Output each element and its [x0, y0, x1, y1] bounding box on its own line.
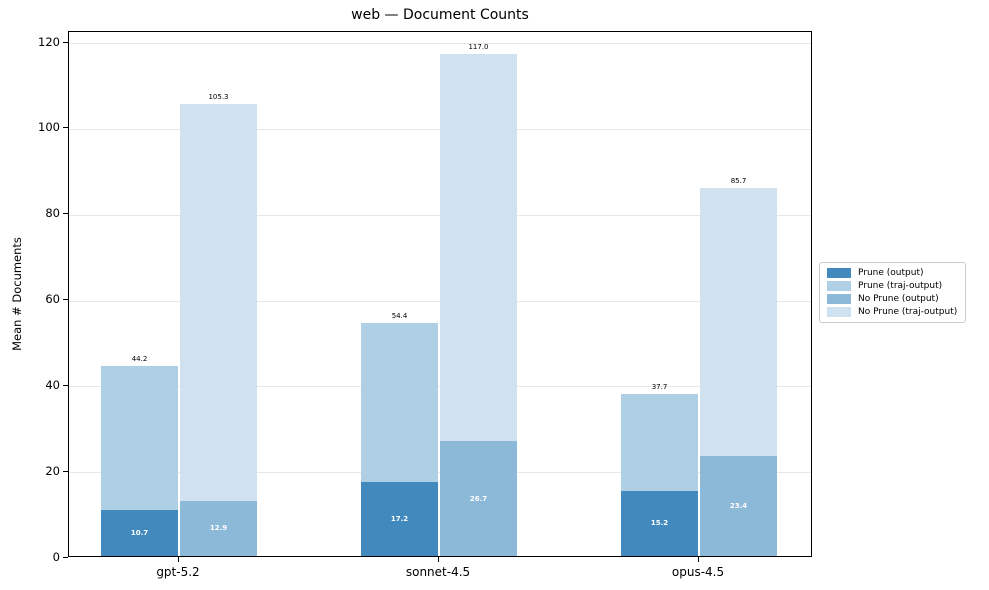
plot-area: 44.2 10.7 105.3 12.9 54.4 17.2 117.0 26.7 37.7 15…: [68, 31, 812, 557]
bar-value-label-no-prune-traj-output-gpt-5-2: 105.3: [208, 93, 229, 102]
y-tick-label: 0: [52, 549, 60, 564]
bar-prune-output-sonnet-4-5: 17.2: [361, 482, 438, 556]
legend-label: Prune (traj-output): [858, 281, 943, 291]
y-tick-mark: [63, 556, 68, 558]
bar-value-label-no-prune-traj-output-sonnet-4-5: 117.0: [468, 43, 489, 52]
legend-swatch-icon: [827, 294, 851, 304]
bar-value-label-prune-output-sonnet-4-5: 17.2: [390, 515, 409, 524]
y-tick-mark: [63, 127, 68, 129]
legend-item-prune-output: Prune (output): [827, 268, 957, 278]
bar-no-prune-traj-output-gpt-5-2: [180, 104, 257, 556]
y-tick-mark: [63, 41, 68, 43]
bar-value-label-no-prune-output-opus-4-5: 23.4: [729, 501, 748, 510]
bar-no-prune-output-sonnet-4-5: 26.7: [440, 441, 517, 556]
bar-value-label-no-prune-traj-output-opus-4-5: 85.7: [730, 177, 747, 186]
y-tick-label: 40: [45, 377, 60, 392]
y-tick-mark: [63, 470, 68, 472]
legend-label: No Prune (traj-output): [858, 307, 958, 317]
legend-item-no-prune-traj-output: No Prune (traj-output): [827, 307, 957, 317]
y-tick-label: 80: [45, 206, 60, 221]
x-tick-mark: [697, 557, 699, 562]
bar-value-label-prune-traj-output-sonnet-4-5: 54.4: [391, 311, 408, 320]
legend-item-no-prune-output: No Prune (output): [827, 294, 957, 304]
x-tick-mark: [177, 557, 179, 562]
chart-title: web — Document Counts: [351, 7, 529, 23]
bar-value-label-prune-output-opus-4-5: 15.2: [650, 519, 669, 528]
bar-value-label-prune-traj-output-gpt-5-2: 44.2: [131, 355, 148, 364]
bar-no-prune-output-gpt-5-2: 12.9: [180, 500, 257, 556]
y-tick-label: 20: [45, 463, 60, 478]
y-tick-label: 100: [38, 120, 60, 135]
y-tick-label: 120: [38, 34, 60, 49]
bar-no-prune-output-opus-4-5: 23.4: [700, 455, 777, 556]
x-tick-label-sonnet-4-5: sonnet-4.5: [405, 565, 471, 579]
bar-prune-output-opus-4-5: 15.2: [621, 490, 698, 556]
y-tick-mark: [63, 384, 68, 386]
legend-label: Prune (output): [858, 268, 924, 278]
legend: Prune (output) Prune (traj-output) No Prun…: [819, 262, 967, 323]
x-tick-mark: [437, 557, 439, 562]
x-tick-label-opus-4-5: opus-4.5: [671, 565, 725, 579]
bar-prune-output-gpt-5-2: 10.7: [101, 510, 178, 556]
legend-swatch-icon: [827, 281, 851, 291]
legend-swatch-icon: [827, 268, 851, 278]
legend-swatch-icon: [827, 307, 851, 317]
bar-value-label-prune-output-gpt-5-2: 10.7: [130, 529, 149, 538]
gridline-y-120: [69, 43, 811, 45]
y-tick-mark: [63, 299, 68, 301]
bar-value-label-no-prune-output-gpt-5-2: 12.9: [209, 524, 228, 533]
legend-label: No Prune (output): [858, 294, 939, 304]
legend-item-prune-traj-output: Prune (traj-output): [827, 281, 957, 291]
bar-value-label-no-prune-output-sonnet-4-5: 26.7: [469, 494, 488, 503]
x-tick-label-gpt-5-2: gpt-5.2: [156, 565, 200, 579]
y-tick-label: 60: [45, 292, 60, 307]
bar-value-label-prune-traj-output-opus-4-5: 37.7: [651, 383, 668, 392]
y-tick-mark: [63, 213, 68, 215]
